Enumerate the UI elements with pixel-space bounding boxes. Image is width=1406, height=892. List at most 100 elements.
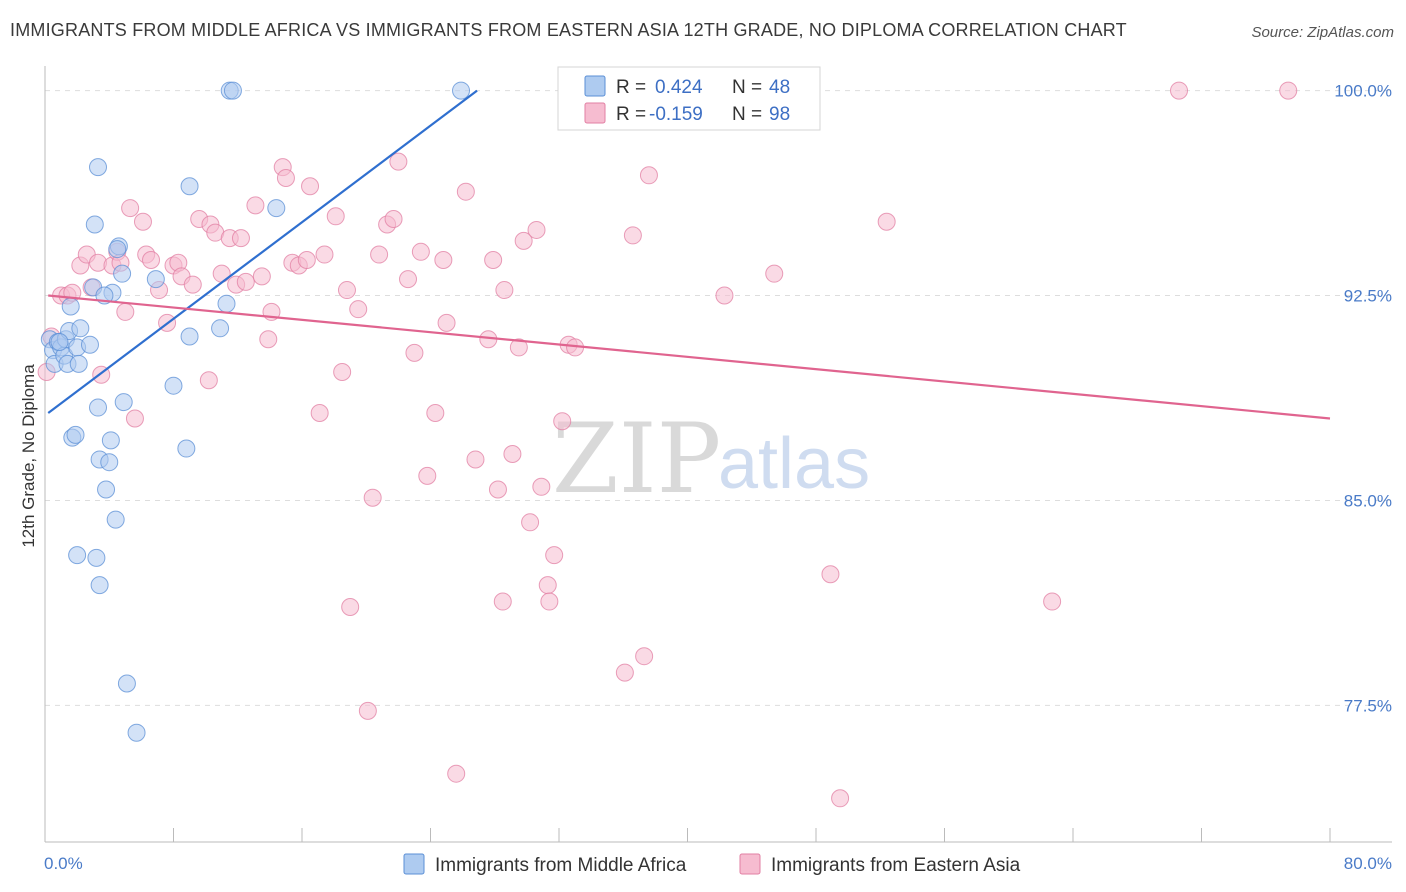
series-legend: Immigrants from Middle Africa Immigrants… [403,853,1021,876]
point-eastern-asia-79 [545,546,564,565]
point-eastern-asia-35 [252,267,271,286]
point-eastern-asia-91 [831,789,850,808]
point-eastern-asia-58 [405,343,424,362]
legend-n-label-1: N = [732,77,762,98]
point-middle-africa-11 [71,319,90,338]
point-eastern-asia-29 [212,264,231,283]
point-eastern-asia-24 [183,275,202,294]
point-middle-africa-39 [180,327,199,346]
point-eastern-asia-50 [349,300,368,319]
point-eastern-asia-33 [236,272,255,291]
point-eastern-asia-65 [456,182,475,201]
series-legend-swatch-pink [739,853,761,875]
point-eastern-asia-62 [434,251,453,269]
point-eastern-asia-77 [538,576,557,595]
point-middle-africa-19 [101,431,120,450]
series-legend-label-2: Immigrants from Eastern Asia [771,855,1021,876]
point-eastern-asia-69 [488,480,507,499]
point-middle-africa-46 [69,354,88,373]
point-middle-africa-22 [90,576,109,595]
legend-r-value-1: 0.424 [655,77,703,98]
point-middle-africa-12 [80,335,99,354]
point-eastern-asia-63 [437,313,456,332]
watermark: ZIP atlas [552,403,870,515]
point-middle-africa-38 [180,177,199,196]
point-middle-africa-44 [267,199,286,218]
y-tick-label-1: 85.0% [1344,491,1392,510]
point-middle-africa-27 [89,158,108,177]
point-middle-africa-34 [106,510,125,529]
y-tick-label-2: 92.5% [1344,287,1392,306]
point-eastern-asia-83 [615,663,634,682]
legend-swatch-pink [584,102,606,124]
point-middle-africa-45 [452,81,471,100]
point-eastern-asia-26 [199,371,218,390]
point-middle-africa-16 [66,425,85,444]
point-eastern-asia-61 [426,404,445,423]
point-eastern-asia-75 [527,220,546,239]
point-eastern-asia-80 [553,412,572,431]
point-eastern-asia-44 [310,404,329,423]
point-eastern-asia-52 [363,488,382,507]
point-eastern-asia-60 [418,466,437,485]
point-eastern-asia-85 [635,647,654,666]
point-eastern-asia-36 [259,330,278,349]
point-middle-africa-43 [223,81,242,100]
point-eastern-asia-93 [1043,592,1062,611]
point-middle-africa-41 [217,294,236,313]
y-tick-labels: 77.5% 85.0% 92.5% 100.0% [1334,82,1392,716]
point-middle-africa-40 [211,319,230,338]
y-axis-label: 12th Grade, No Diploma [19,364,38,548]
point-middle-africa-37 [177,439,196,458]
point-middle-africa-31 [114,393,133,412]
point-eastern-asia-18 [142,251,161,269]
point-eastern-asia-56 [389,152,408,171]
point-eastern-asia-73 [509,338,528,357]
point-eastern-asia-90 [821,565,840,584]
point-eastern-asia-89 [765,264,784,283]
point-eastern-asia-86 [639,166,658,185]
point-eastern-asia-92 [877,212,896,231]
point-eastern-asia-71 [495,281,514,300]
point-eastern-asia-47 [333,363,352,382]
point-eastern-asia-95 [1279,81,1298,100]
trend-line-eastern-asia [48,294,1331,420]
point-middle-africa-14 [89,398,108,417]
point-middle-africa-26 [85,215,104,234]
point-eastern-asia-64 [447,764,466,783]
point-middle-africa-35 [146,270,165,289]
point-eastern-asia-39 [276,169,295,188]
point-eastern-asia-43 [301,177,320,196]
x-tick-label-max: 80.0% [1344,854,1392,873]
point-middle-africa-20 [87,548,106,567]
point-eastern-asia-76 [532,477,551,496]
point-eastern-asia-74 [514,231,533,250]
point-eastern-asia-14 [121,199,140,218]
point-eastern-asia-70 [493,592,512,611]
point-eastern-asia-72 [503,445,522,463]
legend-n-value-1: 48 [769,77,790,98]
watermark-zip: ZIP [552,403,721,515]
point-eastern-asia-55 [384,210,403,229]
legend-swatch-blue [584,75,606,97]
point-eastern-asia-51 [358,701,377,720]
point-middle-africa-23 [97,480,116,499]
point-middle-africa-29 [108,240,127,259]
point-eastern-asia-53 [370,245,389,264]
point-eastern-asia-59 [411,242,430,261]
chart-title: IMMIGRANTS FROM MIDDLE AFRICA VS IMMIGRA… [10,20,1127,40]
legend-r-label-2: R = [616,104,646,125]
point-middle-africa-30 [113,264,132,283]
point-eastern-asia-46 [326,207,345,226]
point-eastern-asia-42 [297,251,316,269]
legend-r-value-2: -0.159 [649,104,703,125]
point-middle-africa-47 [50,332,69,351]
series-legend-label-1: Immigrants from Middle Africa [435,855,687,876]
y-tick-label-0: 77.5% [1344,696,1392,715]
point-eastern-asia-94 [1170,81,1189,100]
correlation-legend: R = 0.424 N = 48 R = -0.159 N = 98 [557,66,821,131]
watermark-atlas: atlas [718,424,870,504]
point-middle-africa-9 [61,297,80,316]
source-credit: Source: ZipAtlas.com [1251,24,1394,41]
